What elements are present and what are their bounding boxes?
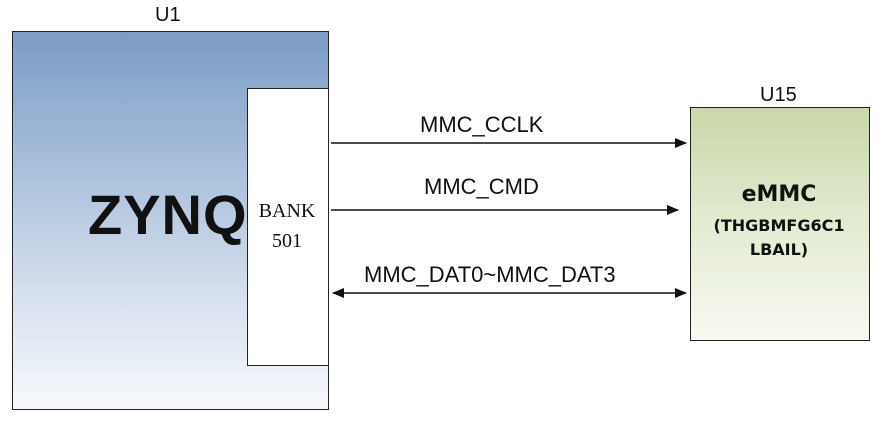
signal-wires [0,0,882,422]
